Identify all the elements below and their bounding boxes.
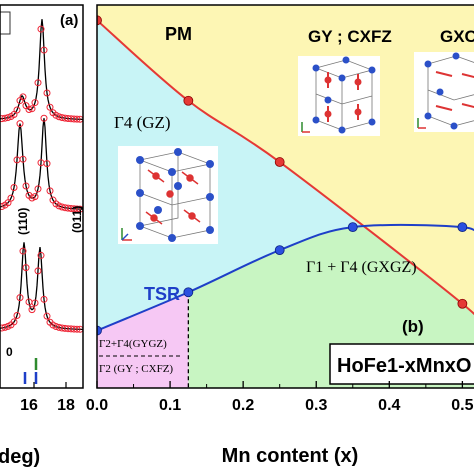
observed-point bbox=[76, 115, 83, 123]
observed-point bbox=[1, 323, 9, 331]
region-label-gamma4: Γ4 (GZ) bbox=[114, 113, 171, 132]
observed-point bbox=[34, 79, 42, 87]
region-label-gy-cxfz: GY ; CXFZ bbox=[308, 27, 392, 46]
compound-box bbox=[329, 343, 474, 385]
observed-point bbox=[43, 312, 51, 320]
panel-a-label: (a) bbox=[60, 12, 78, 29]
panel-a-tick-label-16: 16 bbox=[20, 397, 38, 414]
observed-point bbox=[55, 202, 63, 210]
observed-point bbox=[31, 299, 39, 307]
observed-point bbox=[73, 115, 81, 123]
fit-curve bbox=[0, 118, 83, 210]
observed-point bbox=[43, 89, 51, 97]
lower-data-point bbox=[183, 287, 194, 298]
compound-label: HoFe1-xMnxO bbox=[337, 355, 471, 377]
panel-b-x-ticks: 0.0 0.1 0.2 0.3 0.4 0.5 bbox=[86, 381, 474, 414]
crystal-structure-gz bbox=[118, 146, 218, 244]
observed-point bbox=[28, 306, 36, 314]
region-label-gx-partial: GXC bbox=[440, 27, 474, 46]
x-tick-label: 0.5 bbox=[451, 397, 473, 414]
observed-point bbox=[13, 106, 21, 114]
observed-point bbox=[76, 325, 83, 333]
gamma2-region bbox=[97, 292, 189, 388]
crystal-structure-gx-partial bbox=[414, 52, 474, 132]
fit-curve bbox=[0, 242, 83, 331]
upper-data-point bbox=[274, 157, 285, 167]
lower-data-point bbox=[347, 222, 358, 233]
region-label-gamma2: Γ2 (GY ; CXFZ) bbox=[99, 363, 173, 375]
stray-label-0: 0 bbox=[6, 345, 13, 359]
lower-data-point bbox=[97, 325, 102, 336]
lower-data-point bbox=[274, 245, 285, 256]
observed-point bbox=[25, 106, 33, 114]
observed-point bbox=[10, 318, 18, 326]
legend-box-fragment bbox=[0, 11, 11, 35]
panel-a-tick-label-18: 18 bbox=[57, 397, 75, 414]
observed-point bbox=[22, 182, 30, 190]
observed-point bbox=[37, 251, 45, 259]
observed-point bbox=[46, 187, 54, 195]
observed-point bbox=[7, 194, 15, 202]
observed-point bbox=[76, 205, 83, 213]
region-label-gamma2-gamma4: Γ2+Γ4(GYGZ) bbox=[99, 338, 167, 350]
observed-point bbox=[4, 114, 12, 122]
panel-b: PM GY ; CXFZ GXC Γ4 (GZ) Γ1 + Γ4 (GXGZ) … bbox=[97, 5, 474, 388]
observed-point bbox=[13, 311, 21, 319]
diffraction-patterns bbox=[0, 19, 83, 333]
observed-point bbox=[16, 120, 24, 128]
observed-point bbox=[28, 105, 36, 113]
observed-point bbox=[43, 160, 51, 168]
panel-b-frame bbox=[96, 4, 474, 389]
panel-a-frame bbox=[0, 4, 84, 389]
peak-label-110: (110) bbox=[16, 208, 30, 235]
observed-point bbox=[73, 325, 81, 333]
x-tick-label: 0.4 bbox=[378, 397, 400, 414]
observed-point bbox=[40, 295, 48, 303]
panel-b-xlabel: Mn content (x) bbox=[222, 445, 359, 467]
peak-label-011: (011) bbox=[70, 206, 84, 233]
observed-point bbox=[22, 264, 30, 272]
upper-data-point bbox=[97, 15, 102, 26]
tsr-label: TSR bbox=[144, 284, 180, 304]
x-tick-label: 0.3 bbox=[305, 397, 327, 414]
observed-point bbox=[19, 93, 27, 101]
observed-point bbox=[31, 99, 39, 107]
x-tick-label: 0.1 bbox=[159, 397, 181, 414]
observed-point bbox=[73, 205, 81, 213]
observed-point bbox=[19, 247, 27, 255]
observed-point bbox=[19, 155, 27, 163]
observed-point bbox=[34, 185, 42, 193]
panel-a: (a) (110) (011) 0 bbox=[0, 5, 84, 388]
observed-point bbox=[31, 193, 39, 201]
x-tick-label: 0.2 bbox=[232, 397, 254, 414]
x-tick-label: 0.0 bbox=[86, 397, 108, 414]
upper-data-point bbox=[457, 298, 468, 309]
crystal-structure-gy-cxfz bbox=[298, 56, 380, 136]
observed-point bbox=[40, 46, 48, 54]
region-label-gamma1-gamma4: Γ1 + Γ4 (GXGZ) bbox=[306, 259, 417, 276]
observed-point bbox=[46, 103, 54, 111]
observed-point bbox=[40, 114, 48, 122]
lower-data-point bbox=[457, 222, 468, 233]
observed-point bbox=[34, 267, 42, 275]
region-label-pm: PM bbox=[165, 24, 192, 44]
observed-point bbox=[37, 25, 45, 33]
upper-data-point bbox=[183, 95, 194, 106]
panel-a-xlabel: deg) bbox=[0, 446, 40, 468]
panel-b-label: (b) bbox=[402, 317, 424, 336]
observed-point bbox=[10, 184, 18, 192]
lower-transition-points bbox=[97, 222, 468, 336]
observed-point bbox=[16, 294, 24, 302]
upper-transition-points bbox=[97, 15, 468, 309]
